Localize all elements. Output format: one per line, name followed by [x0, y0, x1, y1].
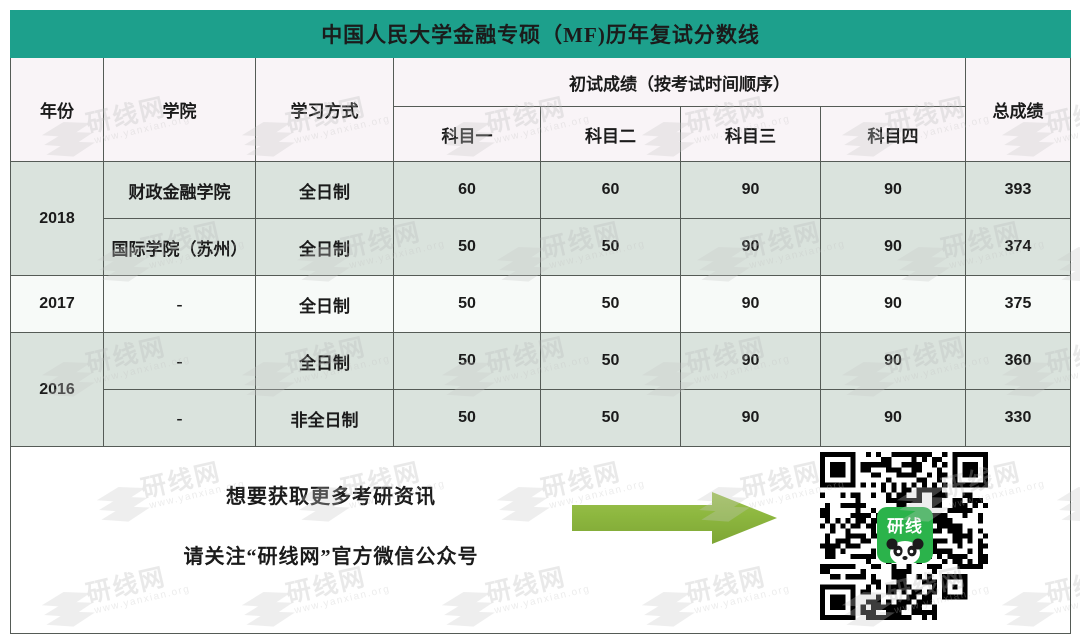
- cell-year: 2017: [10, 275, 104, 333]
- table-row: 2016- 全日制 50 50 90 90 360: [10, 332, 1072, 447]
- cell-subject2: 50: [540, 218, 681, 276]
- cell-subject4: 90: [820, 332, 966, 390]
- cell-subject1: 50: [393, 275, 541, 333]
- cell-college: -: [103, 389, 256, 447]
- col-header-college: 学院: [103, 57, 256, 162]
- cell-study-mode: 全日制: [255, 332, 394, 390]
- col-header-subject2: 科目二: [540, 106, 681, 162]
- cell-total: 330: [964, 389, 1072, 447]
- right-arrow-icon: [572, 492, 777, 544]
- cell-college: -: [103, 332, 256, 390]
- cell-subject3: 90: [680, 161, 821, 219]
- cell-subject3: 90: [680, 332, 821, 390]
- cell-subject4: 90: [820, 389, 966, 447]
- cell-subject2: 50: [540, 332, 681, 390]
- table-row: 国际学院（苏州） 全日制 50 50 90 90 374: [11, 218, 1072, 276]
- col-header-year: 年份: [10, 57, 104, 162]
- cell-total: 375: [964, 275, 1072, 333]
- cell-year: 2016: [10, 332, 104, 447]
- promo-line-2: 请关注“研线网”官方微信公众号: [183, 546, 479, 568]
- cell-total: 393: [964, 161, 1072, 219]
- header-row-group: 年份 学院 学习方式 初试成绩（按考试时间顺序） 总成绩: [10, 57, 1072, 162]
- cell-college: -: [103, 275, 256, 333]
- table-row: - 非全日制 50 50 90 90 330: [11, 389, 1072, 447]
- cell-year: 2018: [10, 161, 104, 276]
- cell-subject2: 60: [540, 161, 681, 219]
- header-row-sub: 科目一 科目二 科目三 科目四: [11, 106, 1071, 162]
- promo-text: 想要获取更多考研资讯 请关注“研线网”官方微信公众号: [121, 487, 541, 567]
- cell-subject1: 50: [393, 389, 541, 447]
- table-row: 2017- 全日制 50 50 90 90 375: [10, 275, 1072, 333]
- cell-subject2: 50: [540, 389, 681, 447]
- col-header-total: 总成绩: [964, 57, 1072, 162]
- cell-subject4: 90: [820, 275, 966, 333]
- cell-study-mode: 全日制: [255, 218, 394, 276]
- cell-college: 财政金融学院: [103, 161, 256, 219]
- qr-code-icon[interactable]: 研线: [820, 452, 988, 620]
- cell-subject4: 90: [820, 218, 966, 276]
- cell-total: 374: [964, 218, 1072, 276]
- cell-college: 国际学院（苏州）: [103, 218, 256, 276]
- qr-logo-badge: 研线: [877, 507, 933, 563]
- cell-study-mode: 全日制: [255, 275, 394, 333]
- col-header-subject3: 科目三: [680, 106, 821, 162]
- panda-icon: [886, 538, 924, 563]
- cell-subject2: 50: [540, 275, 681, 333]
- col-header-study-mode: 学习方式: [255, 57, 394, 162]
- col-header-subject1: 科目一: [393, 106, 541, 162]
- col-header-subject4: 科目四: [820, 106, 966, 162]
- cell-total: 360: [964, 332, 1072, 390]
- cell-study-mode: 非全日制: [255, 389, 394, 447]
- cell-subject1: 60: [393, 161, 541, 219]
- cell-subject3: 90: [680, 218, 821, 276]
- title-row: 中国人民大学金融专硕（MF)历年复试分数线: [9, 10, 1072, 58]
- cell-study-mode: 全日制: [255, 161, 394, 219]
- cell-subject4: 90: [820, 161, 966, 219]
- cell-subject3: 90: [680, 275, 821, 333]
- page-title: 中国人民大学金融专硕（MF)历年复试分数线: [9, 10, 1072, 58]
- cell-subject3: 90: [680, 389, 821, 447]
- col-header-first-exam-group: 初试成绩（按考试时间顺序）: [393, 57, 966, 107]
- promo-line-1: 想要获取更多考研资讯: [226, 486, 436, 508]
- table-row: 2018 财政金融学院 全日制 60 60 90 90 393: [10, 161, 1072, 276]
- qr-logo-text: 研线: [887, 517, 923, 536]
- cell-subject1: 50: [393, 218, 541, 276]
- cell-subject1: 50: [393, 332, 541, 390]
